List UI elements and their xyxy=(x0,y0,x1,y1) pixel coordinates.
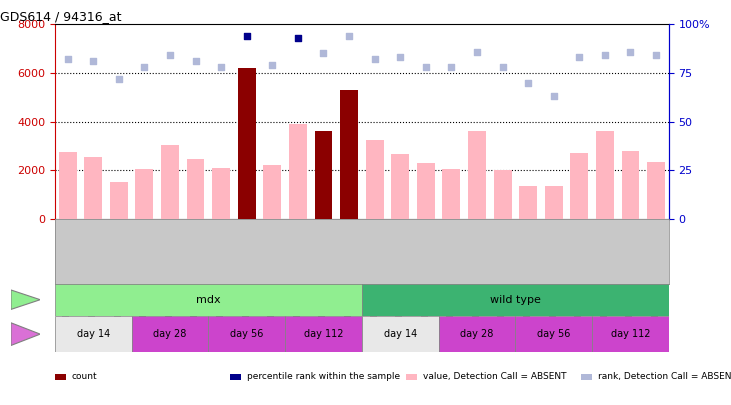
Bar xyxy=(58,152,77,219)
Bar xyxy=(519,186,537,219)
Text: wild type: wild type xyxy=(490,295,541,305)
Point xyxy=(548,93,559,100)
Point xyxy=(266,62,278,68)
Bar xyxy=(366,140,384,219)
Polygon shape xyxy=(11,290,40,309)
Bar xyxy=(362,316,439,352)
Bar xyxy=(515,316,592,352)
Point xyxy=(164,52,175,59)
Text: day 28: day 28 xyxy=(154,329,186,339)
Text: day 56: day 56 xyxy=(537,329,570,339)
Bar xyxy=(208,316,285,352)
Point xyxy=(445,64,458,70)
Point xyxy=(240,33,253,39)
Bar xyxy=(442,169,461,219)
Bar xyxy=(263,165,281,219)
Text: day 28: day 28 xyxy=(461,329,493,339)
Text: percentile rank within the sample: percentile rank within the sample xyxy=(247,372,400,381)
Text: day 112: day 112 xyxy=(610,329,651,339)
Bar xyxy=(439,316,515,352)
Point xyxy=(496,64,508,70)
Point xyxy=(394,54,406,61)
Bar xyxy=(493,170,512,219)
Point xyxy=(420,64,431,70)
Bar xyxy=(186,159,205,219)
Bar xyxy=(592,316,669,352)
Bar xyxy=(314,131,333,219)
Point xyxy=(343,33,355,39)
Bar xyxy=(417,163,435,219)
Point xyxy=(189,58,201,64)
Text: GDS614 / 94316_at: GDS614 / 94316_at xyxy=(0,10,121,23)
Bar xyxy=(621,151,640,219)
Point xyxy=(599,52,610,59)
Point xyxy=(215,64,227,70)
Point xyxy=(113,75,124,82)
Bar xyxy=(647,162,665,219)
Bar xyxy=(596,131,614,219)
Text: value, Detection Call = ABSENT: value, Detection Call = ABSENT xyxy=(423,372,566,381)
Text: day 14: day 14 xyxy=(384,329,417,339)
Bar xyxy=(212,168,230,219)
Text: count: count xyxy=(72,372,97,381)
Bar xyxy=(545,186,563,219)
Point xyxy=(573,54,585,61)
Point xyxy=(368,56,380,62)
Point xyxy=(624,48,636,55)
Text: rank, Detection Call = ABSENT: rank, Detection Call = ABSENT xyxy=(598,372,731,381)
Bar xyxy=(391,154,409,219)
Bar xyxy=(55,316,132,352)
Bar xyxy=(110,182,128,219)
Polygon shape xyxy=(11,323,40,345)
Bar xyxy=(238,68,256,219)
Point xyxy=(138,64,150,70)
Text: day 112: day 112 xyxy=(303,329,344,339)
Text: mdx: mdx xyxy=(196,295,221,305)
Bar xyxy=(55,284,362,316)
Point xyxy=(87,58,99,64)
Point xyxy=(522,79,534,86)
Point xyxy=(292,35,303,41)
Bar xyxy=(362,284,669,316)
Point xyxy=(61,56,73,62)
Bar xyxy=(570,153,588,219)
Bar xyxy=(84,157,102,219)
Bar xyxy=(135,169,154,219)
Point xyxy=(650,52,662,59)
Bar xyxy=(289,124,307,219)
Point xyxy=(317,50,329,57)
Bar xyxy=(285,316,362,352)
Point xyxy=(471,48,482,55)
Bar xyxy=(340,90,358,219)
Text: day 14: day 14 xyxy=(77,329,110,339)
Text: day 56: day 56 xyxy=(230,329,263,339)
Bar xyxy=(132,316,208,352)
Bar xyxy=(468,131,486,219)
Bar xyxy=(161,145,179,219)
